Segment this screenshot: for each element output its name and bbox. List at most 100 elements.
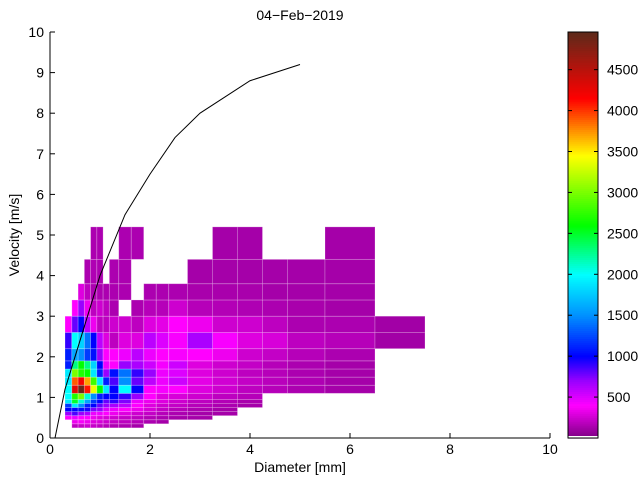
heatmap-cell (187, 411, 213, 417)
colorbar-tick-label: 1500 (607, 307, 638, 323)
y-tick-label: 1 (36, 389, 44, 405)
y-tick-label: 4 (36, 268, 44, 284)
colorbar-segment (568, 285, 598, 289)
heatmap-cell (90, 392, 98, 400)
colorbar-segment (568, 389, 598, 392)
heatmap-cell (71, 399, 79, 404)
colorbar-segment (568, 279, 598, 283)
colorbar-segment (568, 342, 598, 346)
heatmap-cell (130, 368, 145, 378)
heatmap-cell (324, 360, 376, 370)
colorbar-segment (568, 275, 598, 279)
colorbar-segment (568, 135, 598, 139)
colorbar-segment (568, 218, 598, 222)
colorbar-segment (568, 72, 598, 76)
heatmap-cell (324, 315, 376, 333)
heatmap-cell (262, 283, 288, 301)
heatmap-cell (155, 283, 170, 301)
heatmap-cell (108, 348, 120, 362)
heatmap-cell (324, 258, 376, 285)
heatmap-cell (96, 403, 104, 408)
colorbar-segment (568, 48, 598, 51)
heatmap-cell (71, 407, 79, 413)
colorbar-segment (568, 358, 598, 362)
colorbar-segment (568, 101, 598, 104)
heatmap-cell (287, 384, 326, 394)
heatmap-cell (108, 403, 120, 408)
heatmap-cell (212, 403, 238, 408)
heatmap-cell (143, 415, 157, 421)
colorbar-segment (568, 149, 598, 153)
heatmap-cell (324, 376, 376, 386)
heatmap-cell (96, 368, 104, 378)
heatmap-cell (118, 368, 132, 378)
heatmap-cell (168, 368, 188, 378)
heatmap-cell (168, 415, 188, 421)
colorbar-segment (568, 237, 598, 240)
heatmap-cell (71, 411, 79, 417)
colorbar-segment (568, 226, 598, 230)
colorbar-segment (568, 429, 598, 433)
colorbar-segment (568, 192, 598, 195)
colorbar-tick-label: 500 (607, 389, 631, 405)
colorbar-segment (568, 417, 598, 421)
colorbar-segment (568, 206, 598, 210)
colorbar-segment (568, 220, 598, 224)
heatmap-cell (83, 384, 91, 394)
heatmap-cell (77, 415, 85, 421)
colorbar-segment (568, 287, 598, 291)
heatmap-cell (130, 226, 145, 260)
heatmap-cell (77, 411, 85, 417)
heatmap-cell (237, 384, 263, 394)
colorbar-segment (568, 308, 598, 311)
heatmap-cell (287, 348, 326, 362)
heatmap-cell (143, 368, 157, 378)
heatmap-cell (90, 360, 98, 370)
heatmap-cell (262, 368, 288, 378)
heatmap-cell (130, 332, 145, 350)
heatmap-cell (237, 360, 263, 370)
colorbar-segment (568, 243, 598, 246)
colorbar-segment (568, 304, 598, 307)
heatmap-cell (237, 258, 263, 285)
heatmap-cell (108, 368, 120, 378)
colorbar-segment (568, 64, 598, 68)
colorbar-segment (568, 188, 598, 191)
colorbar-segment (568, 34, 598, 37)
colorbar-segment (568, 354, 598, 358)
heatmap-cell (187, 415, 213, 421)
colorbar-segment (568, 174, 598, 177)
colorbar-segment (568, 123, 598, 126)
heatmap-cell (187, 368, 213, 378)
colorbar-segment (568, 316, 598, 319)
heatmap-cell (168, 283, 188, 301)
colorbar-tick-label: 3500 (607, 144, 638, 160)
heatmap-cell (77, 419, 85, 425)
heatmap-cell (96, 384, 104, 394)
y-tick-label: 3 (36, 308, 44, 324)
heatmap-cell (83, 419, 91, 425)
heatmap-cell (71, 376, 79, 386)
colorbar-segment (568, 127, 598, 131)
heatmap-cell (237, 348, 263, 362)
colorbar-segment (568, 421, 598, 425)
colorbar-segment (568, 78, 598, 82)
heatmap-cell (108, 399, 120, 404)
colorbar-segment (568, 133, 598, 137)
colorbar-segment (568, 88, 598, 92)
y-tick-label: 0 (36, 430, 44, 446)
colorbar-segment (568, 198, 598, 202)
colorbar-segment (568, 210, 598, 214)
heatmap-cell (118, 283, 132, 301)
heatmap-cell (155, 384, 170, 394)
heatmap-cell (168, 411, 188, 417)
heatmap-cell (102, 419, 110, 425)
colorbar-segment (568, 362, 598, 366)
heatmap-cell (108, 411, 120, 417)
heatmap-cell (187, 360, 213, 370)
heatmap-cell (287, 315, 326, 333)
colorbar-segment (568, 377, 598, 380)
heatmap-cell (262, 348, 288, 362)
heatmap-cell (83, 392, 91, 400)
